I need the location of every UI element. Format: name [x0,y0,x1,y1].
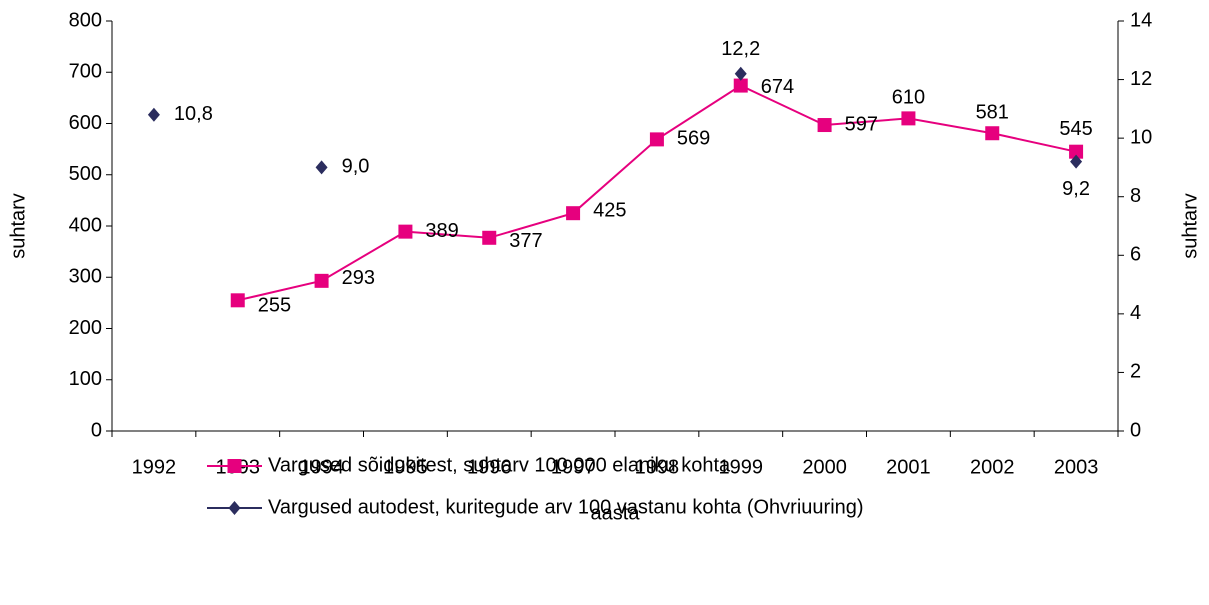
data-point [1069,144,1084,159]
data-label: 610 [892,87,925,109]
x-tick-label: 1998 [635,456,680,478]
y2-tick-label: 10 [1130,126,1152,148]
data-label: 10,8 [174,103,213,125]
y-tick-label: 100 [69,368,102,390]
x-tick-label: 2002 [970,456,1015,478]
x-tick-label: 2003 [1054,456,1099,478]
data-point [230,293,245,308]
x-tick-label: 1992 [132,456,177,478]
data-point [315,160,328,175]
y-tick-label: 400 [69,214,102,236]
data-label: 389 [425,220,458,242]
y-tick-label: 300 [69,266,102,288]
x-tick-label: 2000 [802,456,847,478]
y2-tick-label: 2 [1130,361,1141,383]
y-tick-label: 500 [69,163,102,185]
data-label: 255 [258,295,291,317]
y2-tick-label: 0 [1130,419,1141,441]
data-point [314,273,329,288]
y2-axis-label: suhtarv [1179,193,1201,259]
y2-tick-label: 12 [1130,68,1152,90]
y2-tick-label: 4 [1130,302,1141,324]
data-point [482,230,497,245]
data-point [734,66,747,81]
y2-tick-label: 6 [1130,244,1141,266]
y-tick-label: 800 [69,9,102,31]
data-label: 674 [761,76,794,98]
data-point [901,111,916,126]
y2-tick-label: 8 [1130,185,1141,207]
data-label: 569 [677,128,710,150]
data-point [649,132,664,147]
x-tick-label: 1994 [299,456,344,478]
data-point [1070,154,1083,169]
data-label: 9,2 [1062,178,1090,200]
data-label: 377 [509,230,542,252]
legend-label: Vargused autodest, kuritegude arv 100 va… [268,496,864,518]
x-axis-label: aasta [591,502,641,524]
data-point [147,107,160,122]
data-label: 293 [342,267,375,289]
y-tick-label: 600 [69,112,102,134]
x-tick-label: 1995 [383,456,428,478]
data-point [733,78,748,93]
data-point [398,224,413,239]
y-tick-label: 0 [91,419,102,441]
legend-label: Vargused sõidukitest, suhtarv 100 000 el… [268,454,731,476]
legend-marker [228,501,241,515]
data-label: 597 [845,113,878,135]
data-label: 425 [593,199,626,221]
x-tick-label: 1996 [467,456,512,478]
data-label: 581 [976,102,1009,124]
y-tick-label: 700 [69,61,102,83]
data-label: 12,2 [721,38,760,60]
y2-tick-label: 14 [1130,9,1152,31]
legend-marker [227,459,242,473]
data-label: 545 [1059,118,1092,140]
x-tick-label: 2001 [886,456,931,478]
data-point [985,126,1000,141]
x-tick-label: 1997 [551,456,596,478]
data-point [566,206,581,221]
y-tick-label: 200 [69,317,102,339]
y-axis-label: suhtarv [7,193,29,259]
data-point [817,118,832,133]
x-tick-label: 1999 [719,456,764,478]
data-label: 9,0 [342,156,370,178]
